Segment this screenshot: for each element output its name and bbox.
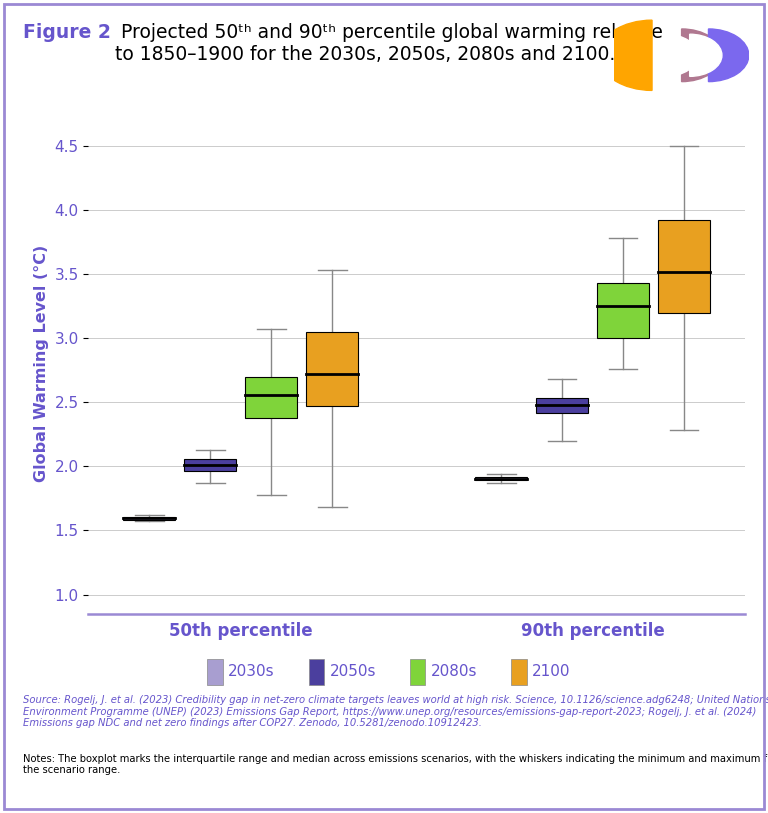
Bar <box>410 659 425 685</box>
Y-axis label: Global Warming Level (°C): Global Warming Level (°C) <box>34 246 49 482</box>
Bar <box>598 283 649 338</box>
Wedge shape <box>690 34 722 76</box>
Bar <box>536 398 588 412</box>
Wedge shape <box>708 29 749 81</box>
Text: Notes: The boxplot marks the interquartile range and median across emissions sce: Notes: The boxplot marks the interquarti… <box>23 754 768 776</box>
Text: 2100: 2100 <box>531 664 571 679</box>
Bar <box>658 220 710 312</box>
Bar <box>207 659 223 685</box>
Bar <box>184 459 236 471</box>
Wedge shape <box>682 29 722 81</box>
Text: 2050s: 2050s <box>329 664 376 679</box>
Bar <box>511 659 527 685</box>
Bar <box>475 477 527 480</box>
Text: Source: Rogelj, J. et al. (2023) Credibility gap in net-zero climate targets lea: Source: Rogelj, J. et al. (2023) Credibi… <box>23 695 768 728</box>
Wedge shape <box>598 20 652 90</box>
Bar <box>246 376 297 418</box>
Text: 50th percentile: 50th percentile <box>169 622 313 640</box>
Text: 2080s: 2080s <box>431 664 477 679</box>
Wedge shape <box>665 34 698 76</box>
Bar <box>309 659 324 685</box>
Text: 2030s: 2030s <box>228 664 275 679</box>
Text: 90th percentile: 90th percentile <box>521 622 664 640</box>
Bar <box>306 332 358 406</box>
Text: Figure 2: Figure 2 <box>23 24 111 42</box>
Text: Projected 50ᵗʰ and 90ᵗʰ percentile global warming relative
to 1850–1900 for the : Projected 50ᵗʰ and 90ᵗʰ percentile globa… <box>115 24 663 64</box>
Bar <box>124 517 175 520</box>
